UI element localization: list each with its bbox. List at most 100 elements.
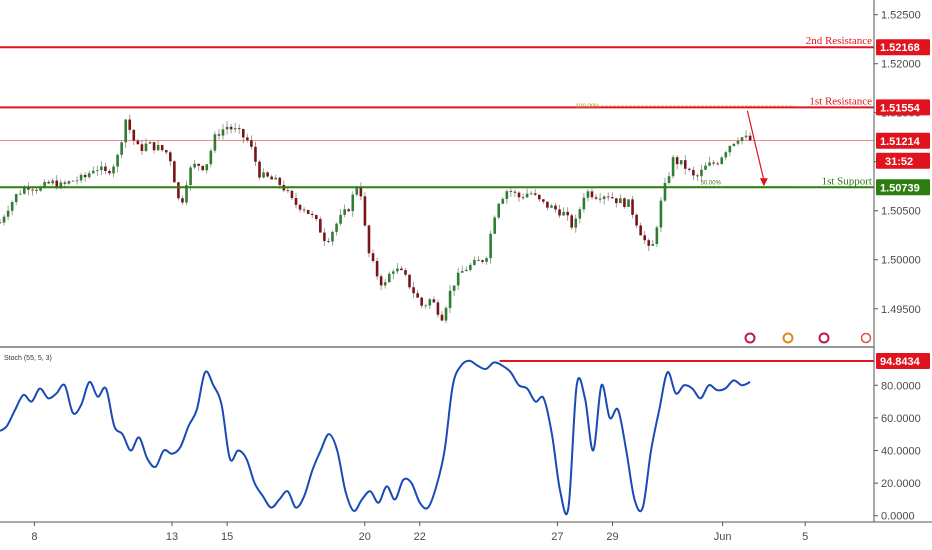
candle-body	[392, 271, 395, 274]
candle-body	[513, 191, 517, 193]
candle-body	[400, 268, 403, 271]
level-label: 2nd Resistance	[806, 35, 872, 47]
candle-body	[31, 189, 34, 191]
candle-body	[481, 260, 484, 262]
stochastic-level-tag-background	[876, 353, 930, 370]
candle-body	[460, 271, 464, 273]
candle-body	[197, 163, 200, 166]
price-candles	[0, 114, 752, 324]
candle-body	[221, 129, 225, 136]
candle-body	[294, 198, 298, 205]
stochastic-path	[0, 359, 751, 516]
candle-body	[213, 134, 217, 151]
candle-body	[473, 259, 476, 265]
candle-body	[343, 209, 346, 215]
stochastic-tick-label: 80.0000	[881, 380, 921, 392]
candle-body	[700, 169, 703, 177]
candle-body	[319, 219, 322, 233]
candle-body	[160, 145, 164, 151]
candle-body	[205, 164, 209, 171]
candle-body	[444, 307, 448, 321]
price-tick-label: 1.52500	[881, 10, 921, 22]
time-axis[interactable]: 8 13 15 20 22 27 29 Jun 5	[31, 522, 808, 543]
candle-body	[562, 211, 565, 216]
candle-body	[225, 126, 229, 130]
candle-body	[241, 128, 245, 138]
candle-body	[83, 174, 87, 178]
stochastic-level-tag-text: 94.8434	[880, 356, 921, 368]
candle-body	[327, 241, 330, 242]
candle-body	[274, 177, 278, 180]
candle-body	[489, 233, 492, 259]
candle-body	[570, 215, 574, 228]
stochastic-title: Stoch (55, 5, 3)	[4, 355, 52, 362]
price-tick-label: 1.52000	[881, 59, 921, 71]
candle-body	[505, 191, 509, 199]
candle-body	[671, 157, 675, 177]
projection-arrow	[746, 110, 768, 187]
candle-body	[383, 282, 387, 286]
candle-body	[43, 181, 46, 188]
candle-body	[663, 182, 667, 201]
price-tick-label: 1.49500	[881, 304, 921, 316]
candle-body	[262, 172, 265, 178]
candle-body	[35, 189, 38, 191]
candle-body	[550, 205, 553, 208]
price-axis-background[interactable]	[874, 0, 932, 522]
candle-body	[59, 182, 63, 189]
time-tick-label: Jun	[714, 531, 732, 543]
candle-body	[2, 216, 6, 223]
candle-body	[619, 198, 622, 204]
candle-body	[606, 196, 610, 198]
fibonacci-tool: 100.00% 50.00%	[576, 104, 795, 188]
candle-body	[0, 222, 2, 224]
candle-body	[712, 162, 715, 164]
candle-body	[185, 185, 188, 203]
candle-body	[181, 198, 184, 203]
candle-body	[359, 187, 363, 197]
candle-body	[270, 176, 273, 180]
candle-body	[152, 142, 156, 151]
candle-body	[306, 209, 310, 214]
candle-body	[683, 160, 687, 169]
candle-body	[379, 276, 383, 286]
price-plot-background	[0, 0, 874, 346]
candle-body	[558, 209, 561, 216]
candle-body	[132, 129, 136, 141]
candle-body	[627, 199, 630, 207]
candle-body	[456, 272, 460, 286]
time-tick-label: 5	[802, 531, 808, 543]
candle-body	[246, 137, 249, 141]
level-tag-background	[876, 179, 930, 196]
candle-body	[704, 165, 707, 170]
candle-body	[590, 191, 594, 198]
candle-body	[623, 198, 626, 207]
candle-body	[339, 214, 342, 224]
candle-body	[452, 285, 456, 291]
candle-body	[351, 194, 355, 212]
candle-body	[302, 209, 306, 211]
level-tag-background	[876, 99, 930, 116]
candle-body	[177, 182, 180, 199]
candle-body	[10, 202, 14, 211]
level-tag-text: 1.52168	[880, 42, 920, 54]
candle-body	[651, 244, 655, 246]
countdown-background	[876, 152, 930, 169]
event-flag-icon	[782, 332, 794, 344]
candle-body	[659, 200, 663, 228]
candle-body	[667, 176, 671, 183]
candle-body	[647, 240, 651, 246]
candle-body	[6, 210, 10, 217]
time-tick-label: 13	[166, 531, 178, 543]
arrow-shaft	[746, 110, 765, 181]
candle-body	[529, 193, 533, 195]
candle-body	[100, 166, 103, 171]
candle-body	[740, 137, 744, 141]
candle-body	[39, 187, 42, 191]
candle-body	[75, 180, 79, 182]
stochastic-tick-label: 40.0000	[881, 445, 921, 457]
candle-body	[156, 145, 160, 151]
candle-body	[375, 261, 379, 277]
current-price-tag-text: 1.51214	[880, 136, 921, 148]
